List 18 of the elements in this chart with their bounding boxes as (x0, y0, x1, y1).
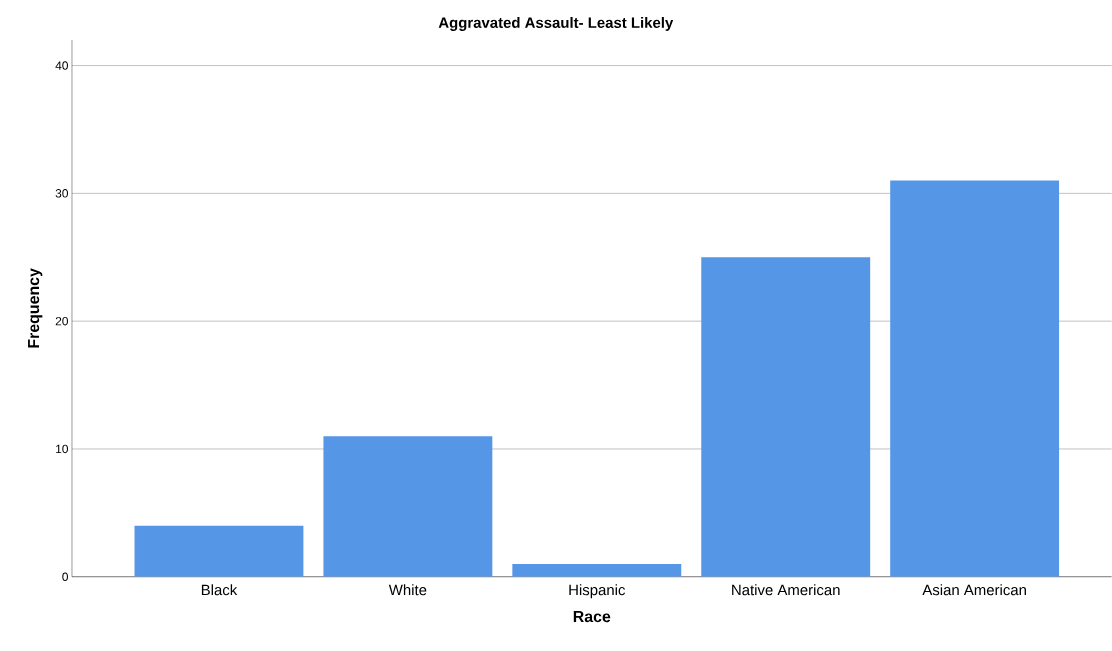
x-tick-label: Native American (732, 584, 840, 596)
bar (134, 525, 304, 577)
y-axis-title: Frequency (28, 268, 43, 348)
x-tick-label: Asian American (922, 584, 1026, 596)
y-tick-label: 30 (55, 189, 68, 198)
y-tick-label: 0 (62, 572, 68, 582)
bar (512, 564, 682, 577)
y-tick-label: 20 (55, 317, 68, 326)
x-tick-label: Black (201, 584, 238, 596)
x-tick-label: Hispanic (569, 584, 626, 599)
bar (323, 436, 493, 577)
y-tick-label: 40 (55, 61, 68, 70)
bar (701, 257, 871, 577)
chart-title: Aggravated Assault- Least Likely (438, 17, 674, 32)
x-tick-label: White (388, 584, 427, 596)
bar (890, 180, 1060, 577)
x-axis-title: Race (573, 611, 611, 623)
y-tick-label: 10 (56, 444, 68, 454)
